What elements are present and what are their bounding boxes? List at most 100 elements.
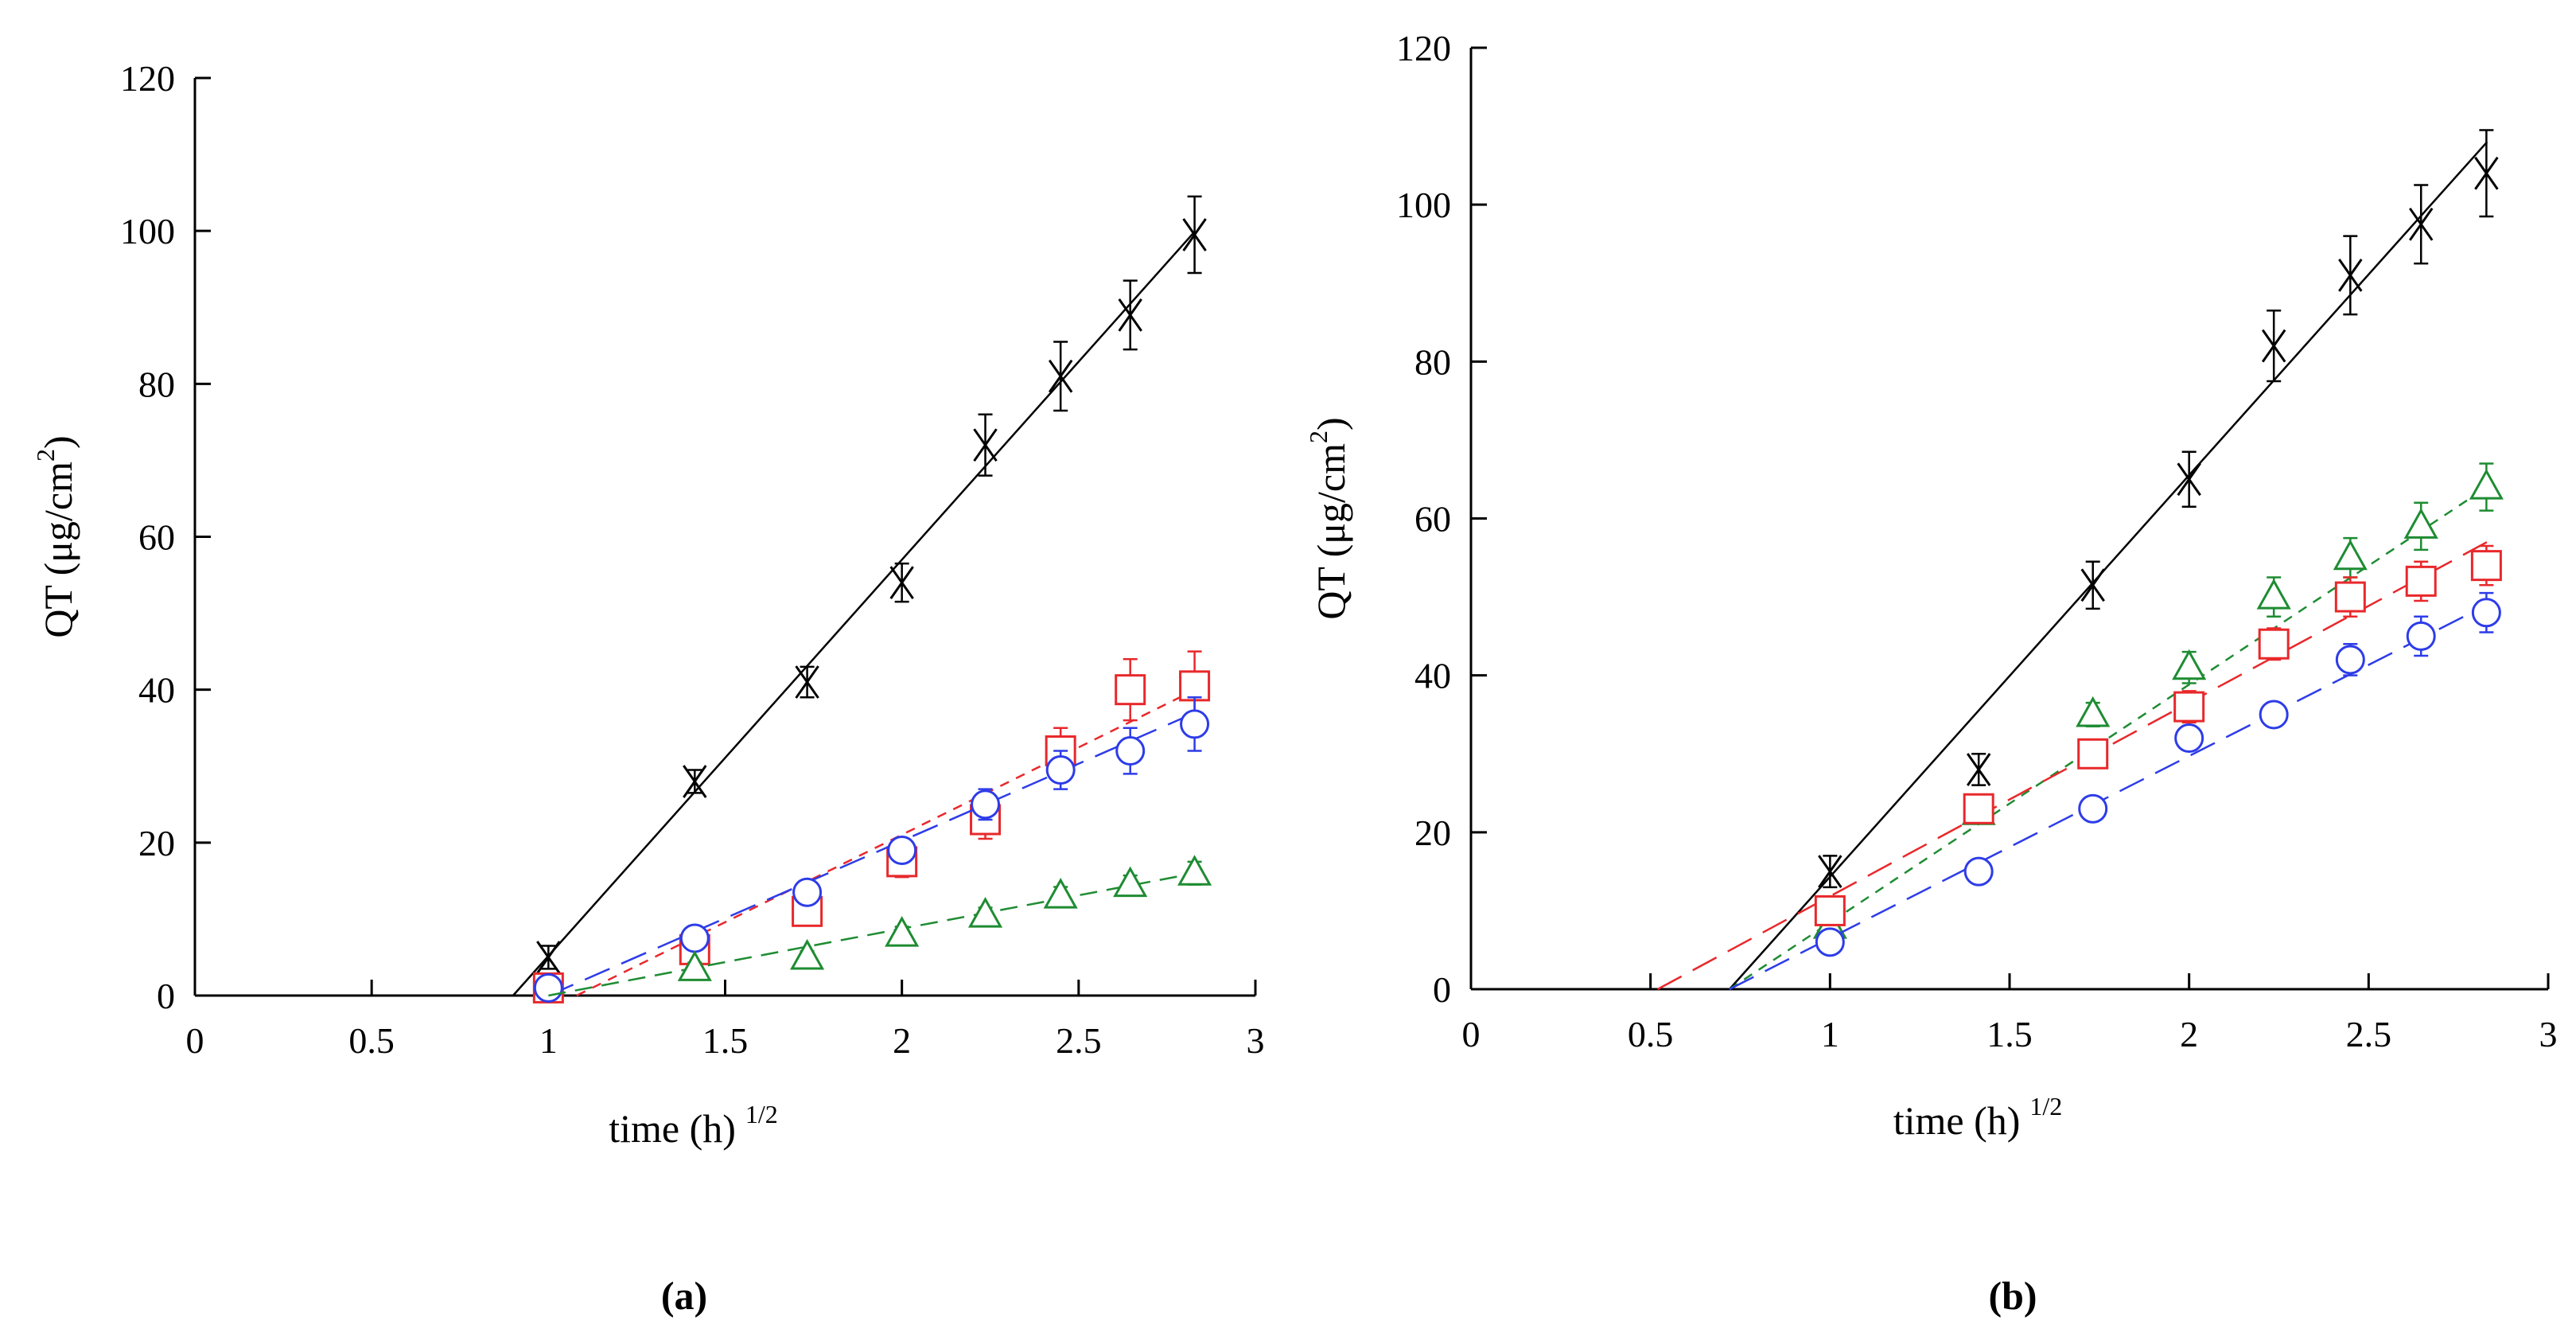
- data-point-cross: [889, 566, 914, 600]
- data-point-cross: [683, 765, 707, 798]
- y-axis-title: QT (μg/cm2): [31, 435, 80, 637]
- series-cross: [512, 195, 1207, 996]
- series-cross: [1729, 129, 2499, 990]
- x-tick-label: 0: [186, 1020, 204, 1061]
- trend-line: [512, 230, 1197, 996]
- x-axis-title: time (h) 1/2: [1893, 1092, 2063, 1143]
- data-point-cross: [1182, 218, 1207, 251]
- data-point-cross: [2338, 259, 2363, 292]
- data-point-cross: [1818, 855, 1843, 888]
- panel-label: (b): [1988, 1273, 2037, 1318]
- y-tick-label: 40: [1414, 656, 1451, 696]
- data-point-triangle: [677, 950, 712, 981]
- cross-stroke: [1182, 218, 1207, 251]
- data-point-cross: [1966, 753, 1991, 786]
- data-point-square: [1963, 793, 1994, 824]
- cross-stroke: [2080, 568, 2105, 602]
- y-tick-label: 40: [138, 670, 175, 711]
- data-point-cross: [2261, 329, 2286, 363]
- series-square: [532, 650, 1211, 1004]
- x-tick-label: 2.5: [1056, 1020, 1102, 1061]
- chart-panel-b: 0 20 40 60 80 100 120 0 0.5 1 1.5 2 2.5 3 time (h) 1/2 Q…: [1304, 28, 2558, 1318]
- data-point-cross: [2408, 207, 2434, 241]
- y-tick-label: 100: [1396, 185, 1451, 225]
- data-point-cross: [536, 941, 561, 974]
- data-point-triangle: [1043, 878, 1078, 909]
- data-point-circle: [2335, 645, 2365, 675]
- x-axis-title: time (h) 1/2: [609, 1100, 778, 1151]
- data-point-square: [2173, 691, 2205, 723]
- cross-stroke: [536, 941, 561, 974]
- cross-stroke: [2177, 462, 2201, 497]
- y-tick-label: 120: [1396, 28, 1451, 68]
- x-tick-label: 1: [1821, 1014, 1839, 1054]
- cross-stroke: [2408, 207, 2434, 241]
- x-tick-label: 2.5: [2346, 1014, 2392, 1054]
- cross-stroke: [2338, 259, 2363, 292]
- data-point-circle: [887, 835, 917, 865]
- trend-line: [547, 711, 1196, 997]
- x-tick-label: 0: [1462, 1014, 1481, 1054]
- data-point-circle: [1963, 856, 1994, 887]
- series-circle: [533, 696, 1210, 1003]
- data-point-cross: [795, 665, 819, 699]
- y-tick-label: 60: [138, 517, 175, 558]
- cross-stroke: [2474, 156, 2499, 190]
- data-point-circle: [2406, 621, 2436, 651]
- data-point-cross: [1048, 359, 1073, 393]
- data-point-triangle: [1177, 855, 1212, 886]
- trend-line: [1729, 141, 2488, 990]
- data-point-cross: [2474, 156, 2499, 190]
- data-point-circle: [792, 877, 823, 907]
- x-tick-label: 0.5: [1628, 1014, 1674, 1054]
- data-point-circle: [2174, 723, 2204, 754]
- y-tick-label: 0: [157, 976, 175, 1016]
- data-point-circle: [1115, 736, 1146, 766]
- data-point-circle: [2259, 700, 2289, 730]
- chart-panel-a: 0 20 40 60 80 100 120 0 0.5 1 1.5 2 2.5 3 time (h) 1/2 Q…: [31, 58, 1265, 1318]
- y-tick-label: 120: [120, 58, 175, 99]
- data-point-cross: [2177, 462, 2201, 497]
- data-point-triangle: [967, 897, 1003, 928]
- data-point-square: [2334, 581, 2366, 613]
- x-tick-label: 1.5: [702, 1020, 749, 1061]
- data-point-triangle: [2256, 579, 2291, 610]
- x-tick-label: 0.5: [348, 1020, 395, 1061]
- data-point-triangle: [2076, 696, 2111, 727]
- cross-stroke: [1118, 298, 1142, 332]
- cross-stroke: [973, 428, 998, 462]
- x-tick-label: 1: [539, 1020, 558, 1061]
- series-square: [1657, 540, 2502, 991]
- panel-label: (a): [661, 1273, 707, 1318]
- y-axis-title: QT (μg/cm2): [1304, 417, 1353, 619]
- data-point-square: [2077, 738, 2109, 770]
- data-point-square: [2470, 550, 2502, 582]
- data-point-square: [2258, 628, 2290, 660]
- data-point-circle: [679, 923, 710, 953]
- trend-line: [548, 872, 1196, 997]
- data-point-square: [1814, 894, 1846, 926]
- data-point-cross: [1118, 298, 1142, 332]
- data-point-square: [1179, 670, 1211, 702]
- data-point-triangle: [885, 916, 920, 947]
- trend-line: [1729, 603, 2488, 991]
- series-triangle: [548, 855, 1212, 997]
- y-tick-label: 20: [1414, 813, 1451, 853]
- data-point-circle: [533, 972, 563, 1003]
- data-point-triangle: [1113, 866, 1148, 898]
- data-point-triangle: [2469, 468, 2504, 500]
- data-point-triangle: [2403, 508, 2438, 539]
- cross-stroke: [889, 566, 914, 600]
- data-point-circle: [1815, 927, 1845, 957]
- y-tick-label: 100: [120, 211, 175, 251]
- data-point-circle: [2471, 598, 2501, 628]
- data-point-circle: [1180, 709, 1210, 739]
- data-point-triangle: [790, 938, 825, 970]
- data-point-square: [2405, 565, 2437, 597]
- data-point-triangle: [2172, 649, 2207, 680]
- x-tick-label: 1.5: [1986, 1014, 2033, 1054]
- data-point-circle: [2078, 793, 2108, 824]
- cross-stroke: [795, 665, 819, 699]
- series-circle: [1729, 591, 2501, 991]
